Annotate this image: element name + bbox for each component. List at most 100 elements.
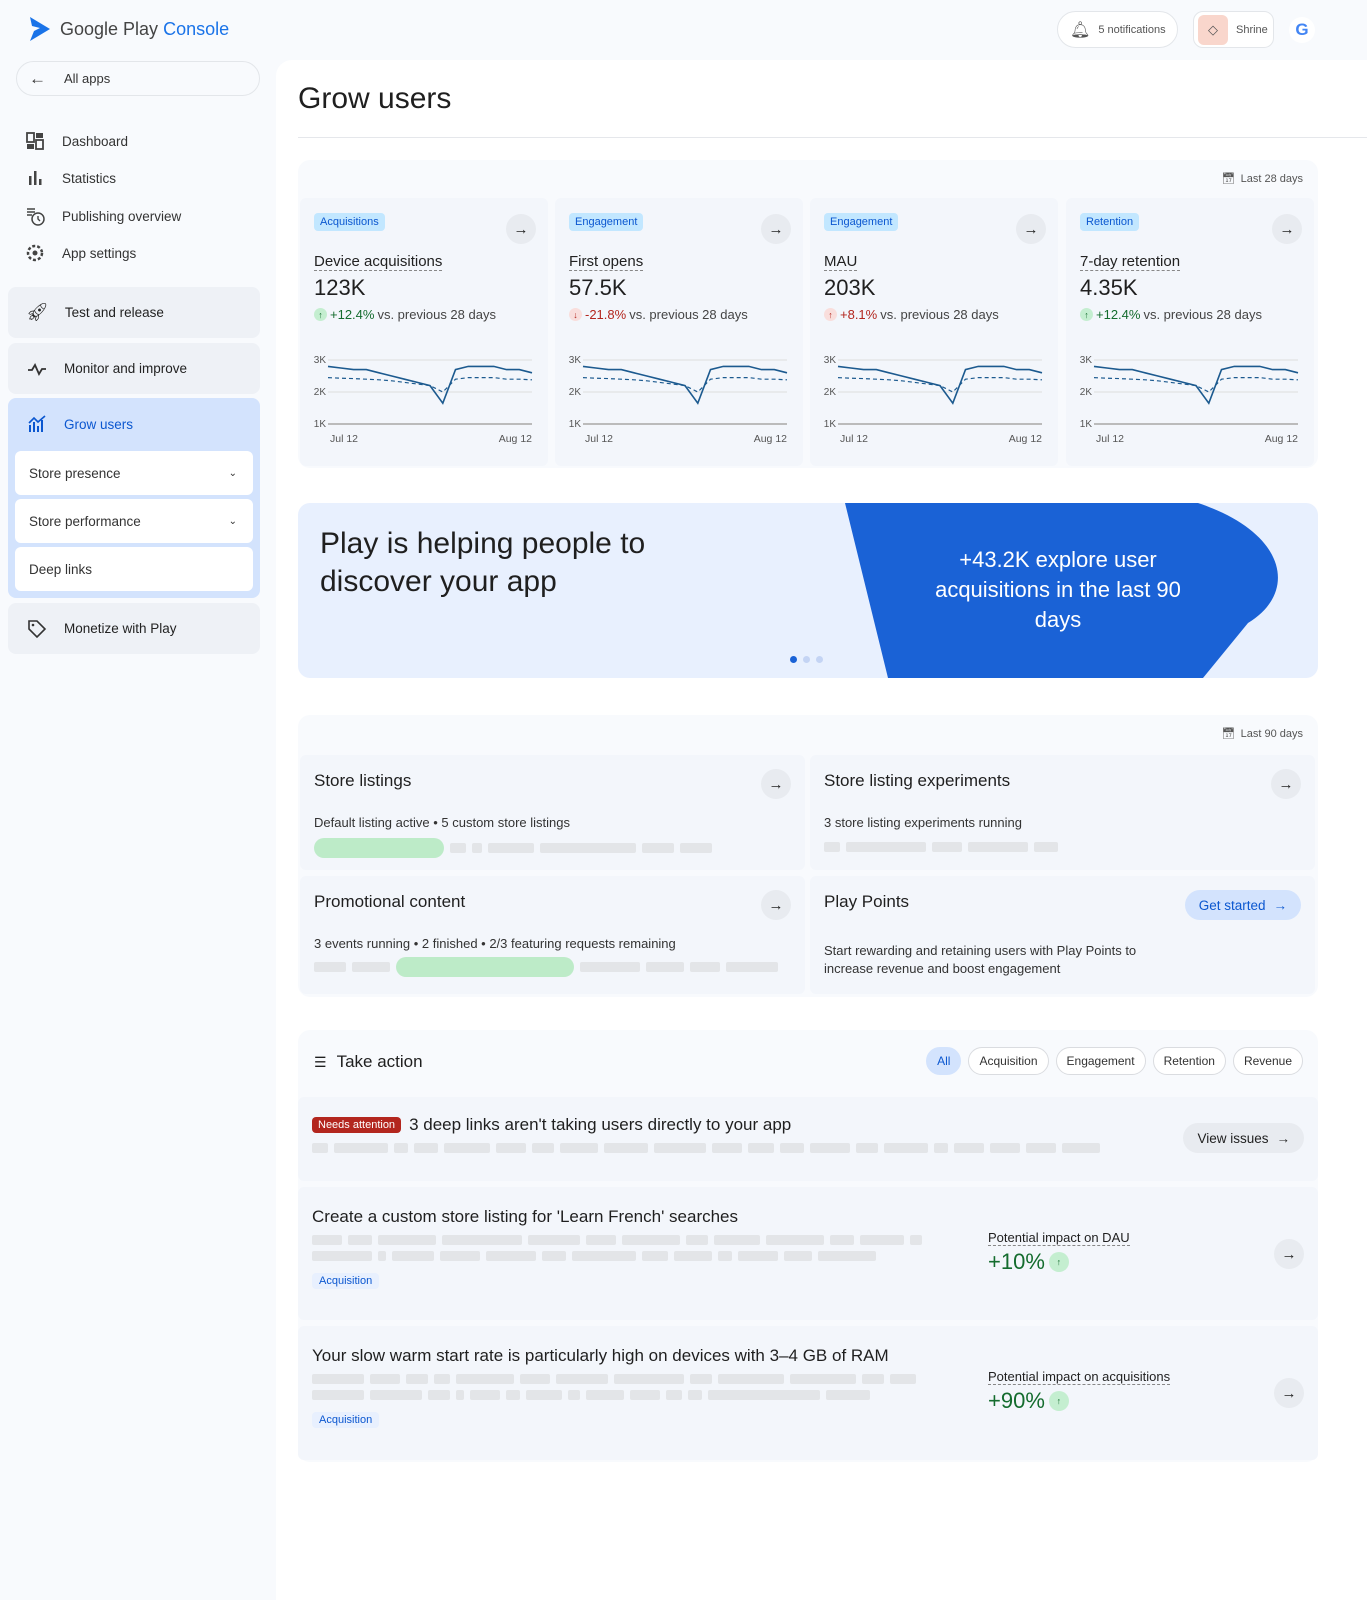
metric-delta: +8.1%	[840, 307, 878, 322]
filter-retention[interactable]: Retention	[1152, 1047, 1226, 1075]
checklist-icon: ☰	[314, 1053, 327, 1070]
skeleton-bar	[810, 1143, 850, 1153]
date-range-label: Last 90 days	[1240, 727, 1303, 740]
skeleton-bar	[780, 1143, 804, 1153]
skeleton-bar	[1062, 1143, 1100, 1153]
category-tag: Acquisition	[312, 1412, 380, 1428]
metrics-date-range[interactable]: 📅︎ Last 28 days	[1222, 172, 1303, 186]
sidebar-section-monitor-and-improve[interactable]: Monitor and improve	[8, 343, 260, 394]
sidebar-section-monetize[interactable]: Monetize with Play	[8, 603, 260, 654]
y-tick-label: 2K	[569, 387, 582, 398]
sidebar-item-statistics[interactable]: Statistics	[24, 166, 116, 190]
x-tick-label: Aug 12	[499, 433, 532, 445]
filter-engagement[interactable]: Engagement	[1055, 1047, 1146, 1075]
action-item[interactable]: Create a custom store listing for 'Learn…	[298, 1187, 1318, 1320]
skeleton-bar	[472, 843, 482, 853]
arrow-right-icon[interactable]: →	[1016, 214, 1046, 244]
metric-card[interactable]: Engagement → First opens 57.5K ↓ -21.8% vs…	[555, 198, 803, 466]
filter-all[interactable]: All	[926, 1047, 962, 1075]
action-item[interactable]: Your slow warm start rate is particularl…	[298, 1326, 1318, 1460]
arrow-down-icon: ↓	[569, 308, 582, 321]
skeleton-bar	[654, 1143, 706, 1153]
skeleton-bar	[456, 1390, 464, 1400]
page-dot-active[interactable]	[790, 656, 797, 663]
notifications-button[interactable]: 🔔︎ 5 notifications	[1057, 11, 1178, 48]
metric-delta: +12.4%	[330, 307, 375, 322]
action-item[interactable]: Needs attention 3 deep links aren't taki…	[298, 1097, 1318, 1181]
card-title: Promotional content	[314, 892, 466, 911]
app-switcher-button[interactable]: ◇ Shrine	[1193, 11, 1274, 48]
skeleton-bar	[622, 1235, 680, 1245]
sidebar-item-dashboard[interactable]: Dashboard	[24, 129, 128, 153]
skeleton-bar	[470, 1390, 500, 1400]
arrow-right-icon[interactable]: →	[761, 214, 791, 244]
arrow-right-icon[interactable]: →	[761, 890, 791, 920]
arrow-left-icon: ←	[29, 68, 46, 88]
sidebar-section-test-and-release[interactable]: 🚀︎ Test and release	[8, 287, 260, 338]
view-issues-button[interactable]: View issues →	[1183, 1123, 1304, 1153]
previous-period-line	[582, 377, 788, 393]
skeleton-bar	[586, 1235, 616, 1245]
take-action-header: ☰ Take action	[314, 1052, 423, 1072]
skeleton-bar	[642, 843, 674, 853]
dashboard-icon	[26, 132, 44, 150]
previous-period-line	[1093, 377, 1299, 393]
skeleton-bar	[312, 1235, 342, 1245]
skeleton-bar	[560, 1143, 598, 1153]
current-period-line	[582, 365, 788, 405]
skeleton-bar	[370, 1374, 400, 1384]
x-tick-label: Jul 12	[840, 433, 868, 445]
arrow-right-icon[interactable]: →	[1272, 214, 1302, 244]
y-tick-label: 3K	[824, 355, 837, 366]
skeleton-bar	[630, 1390, 660, 1400]
sidebar-sub-store-performance[interactable]: Store performance ⌄	[15, 499, 253, 543]
skeleton-bar	[506, 1390, 520, 1400]
store-date-range[interactable]: 📅︎ Last 90 days	[1222, 727, 1303, 741]
play-console-logo[interactable]: Google Play Console	[28, 16, 229, 42]
sidebar-section-grow-users-header[interactable]: Grow users	[8, 404, 260, 444]
filter-acquisition[interactable]: Acquisition	[968, 1047, 1049, 1075]
page-dot[interactable]	[803, 656, 810, 663]
get-started-button[interactable]: Get started →	[1184, 890, 1301, 920]
store-listing-experiments-card[interactable]: Store listing experiments → 3 store list…	[810, 755, 1315, 870]
arrow-right-icon[interactable]: →	[1274, 1378, 1304, 1408]
arrow-right-icon[interactable]: →	[1271, 769, 1301, 799]
sidebar-item-label: Statistics	[62, 170, 117, 186]
arrow-right-icon[interactable]: →	[761, 769, 791, 799]
x-tick-label: Jul 12	[1096, 433, 1124, 445]
sidebar-item-publishing-overview[interactable]: Publishing overview	[24, 204, 181, 228]
skeleton-bar	[444, 1143, 490, 1153]
all-apps-button[interactable]: ← All apps	[16, 61, 260, 96]
arrow-right-icon[interactable]: →	[1274, 1239, 1304, 1269]
chevron-down-icon: ⌄	[228, 467, 237, 479]
metric-card[interactable]: Engagement → MAU 203K ↑ +8.1% vs. previous…	[810, 198, 1058, 466]
sidebar-sub-deep-links[interactable]: Deep links	[15, 547, 253, 591]
banner-pagination[interactable]	[790, 656, 823, 663]
filter-revenue[interactable]: Revenue	[1232, 1047, 1303, 1075]
skeleton-bar	[312, 1251, 372, 1261]
skeleton-bar	[726, 962, 778, 972]
sidebar-sub-store-presence[interactable]: Store presence ⌄	[15, 451, 253, 495]
metric-card[interactable]: Acquisitions → Device acquisitions 123K …	[300, 198, 548, 466]
arrow-right-icon[interactable]: →	[506, 214, 536, 244]
metric-value: 57.5K	[569, 275, 627, 300]
page-dot[interactable]	[816, 656, 823, 663]
skeleton-bar	[830, 1235, 854, 1245]
promotional-content-card[interactable]: Promotional content → 3 events running •…	[300, 876, 805, 994]
all-apps-label: All apps	[64, 71, 111, 86]
skeleton-bar	[428, 1390, 450, 1400]
sidebar-item-app-settings[interactable]: App settings	[24, 241, 136, 265]
page-title: Grow users	[298, 82, 452, 115]
metric-card[interactable]: Retention → 7-day retention 4.35K ↑ +12.4…	[1066, 198, 1314, 466]
skeleton-bar	[688, 1390, 702, 1400]
google-account-icon[interactable]: G	[1289, 17, 1315, 43]
notifications-label: 5 notifications	[1098, 23, 1166, 36]
skeleton-bar	[528, 1235, 580, 1245]
store-listings-card[interactable]: Store listings → Default listing active …	[300, 755, 805, 870]
impact-block: Potential impact on acquisitions +90% ↑	[988, 1368, 1171, 1414]
skeleton	[314, 957, 791, 977]
skeleton-bar	[348, 1235, 372, 1245]
metric-delta-suffix: vs. previous 28 days	[880, 307, 999, 322]
